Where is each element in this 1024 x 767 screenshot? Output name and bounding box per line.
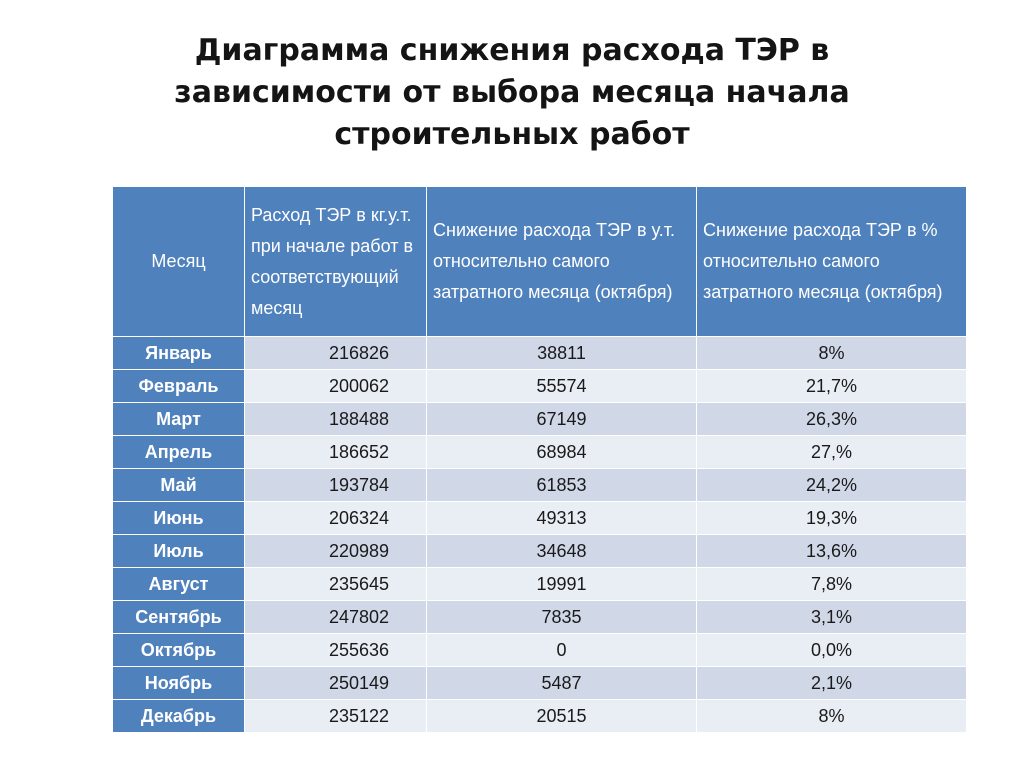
title-line-1: Диаграмма снижения расхода ТЭР в — [194, 33, 830, 68]
header-month: Месяц — [112, 186, 245, 337]
month-cell: Февраль — [112, 369, 245, 403]
table-row: Ноябрь 250149 5487 2,1% — [112, 666, 967, 700]
reduction-abs-cell: 20515 — [426, 699, 697, 733]
reduction-pct-cell: 0,0% — [696, 633, 967, 667]
reduction-abs-cell: 49313 — [426, 501, 697, 535]
reduction-abs-cell: 68984 — [426, 435, 697, 469]
consumption-cell: 247802 — [244, 600, 427, 634]
table-row: Апрель 186652 68984 27,% — [112, 435, 967, 469]
title-line-3: строительных работ — [334, 117, 690, 152]
consumption-cell: 235122 — [244, 699, 427, 733]
header-reduction-abs: Снижение расхода ТЭР в у.т. относительно… — [426, 186, 697, 337]
reduction-pct-cell: 21,7% — [696, 369, 967, 403]
consumption-cell: 186652 — [244, 435, 427, 469]
month-cell: Март — [112, 402, 245, 436]
reduction-pct-cell: 24,2% — [696, 468, 967, 502]
reduction-abs-cell: 55574 — [426, 369, 697, 403]
consumption-cell: 255636 — [244, 633, 427, 667]
reduction-abs-cell: 34648 — [426, 534, 697, 568]
reduction-abs-cell: 7835 — [426, 600, 697, 634]
reduction-abs-cell: 5487 — [426, 666, 697, 700]
table-row: Март 188488 67149 26,3% — [112, 402, 967, 436]
table-row: Июль 220989 34648 13,6% — [112, 534, 967, 568]
month-cell: Декабрь — [112, 699, 245, 733]
reduction-abs-cell: 19991 — [426, 567, 697, 601]
table-row: Февраль 200062 55574 21,7% — [112, 369, 967, 403]
month-cell: Январь — [112, 336, 245, 370]
header-reduction-pct: Снижение расхода ТЭР в % относительно са… — [696, 186, 967, 337]
energy-consumption-table: Месяц Расход ТЭР в кг.у.т. при начале ра… — [112, 186, 967, 733]
table-row: Январь 216826 38811 8% — [112, 336, 967, 370]
table-row: Сентябрь 247802 7835 3,1% — [112, 600, 967, 634]
table-body: Январь 216826 38811 8% Февраль 200062 55574 21,… — [112, 336, 967, 733]
table-row: Октябрь 255636 0 0,0% — [112, 633, 967, 667]
title-line-2: зависимости от выбора месяца начала — [174, 75, 850, 110]
consumption-cell: 235645 — [244, 567, 427, 601]
month-cell: Август — [112, 567, 245, 601]
consumption-cell: 216826 — [244, 336, 427, 370]
consumption-cell: 250149 — [244, 666, 427, 700]
month-cell: Октябрь — [112, 633, 245, 667]
slide-title: Диаграмма снижения расхода ТЭР в зависим… — [80, 30, 944, 156]
month-cell: Апрель — [112, 435, 245, 469]
month-cell: Сентябрь — [112, 600, 245, 634]
reduction-abs-cell: 0 — [426, 633, 697, 667]
month-cell: Июнь — [112, 501, 245, 535]
header-consumption: Расход ТЭР в кг.у.т. при начале работ в … — [244, 186, 427, 337]
table-row: Май 193784 61853 24,2% — [112, 468, 967, 502]
consumption-cell: 193784 — [244, 468, 427, 502]
table-row: Июнь 206324 49313 19,3% — [112, 501, 967, 535]
reduction-abs-cell: 61853 — [426, 468, 697, 502]
reduction-pct-cell: 8% — [696, 699, 967, 733]
consumption-cell: 220989 — [244, 534, 427, 568]
month-cell: Ноябрь — [112, 666, 245, 700]
reduction-pct-cell: 8% — [696, 336, 967, 370]
reduction-abs-cell: 38811 — [426, 336, 697, 370]
month-cell: Июль — [112, 534, 245, 568]
reduction-pct-cell: 7,8% — [696, 567, 967, 601]
consumption-cell: 200062 — [244, 369, 427, 403]
reduction-abs-cell: 67149 — [426, 402, 697, 436]
consumption-cell: 206324 — [244, 501, 427, 535]
reduction-pct-cell: 27,% — [696, 435, 967, 469]
table-row: Август 235645 19991 7,8% — [112, 567, 967, 601]
reduction-pct-cell: 26,3% — [696, 402, 967, 436]
month-cell: Май — [112, 468, 245, 502]
table-header-row: Месяц Расход ТЭР в кг.у.т. при начале ра… — [112, 186, 967, 337]
reduction-pct-cell: 2,1% — [696, 666, 967, 700]
reduction-pct-cell: 13,6% — [696, 534, 967, 568]
table-row: Декабрь 235122 20515 8% — [112, 699, 967, 733]
consumption-cell: 188488 — [244, 402, 427, 436]
reduction-pct-cell: 19,3% — [696, 501, 967, 535]
reduction-pct-cell: 3,1% — [696, 600, 967, 634]
